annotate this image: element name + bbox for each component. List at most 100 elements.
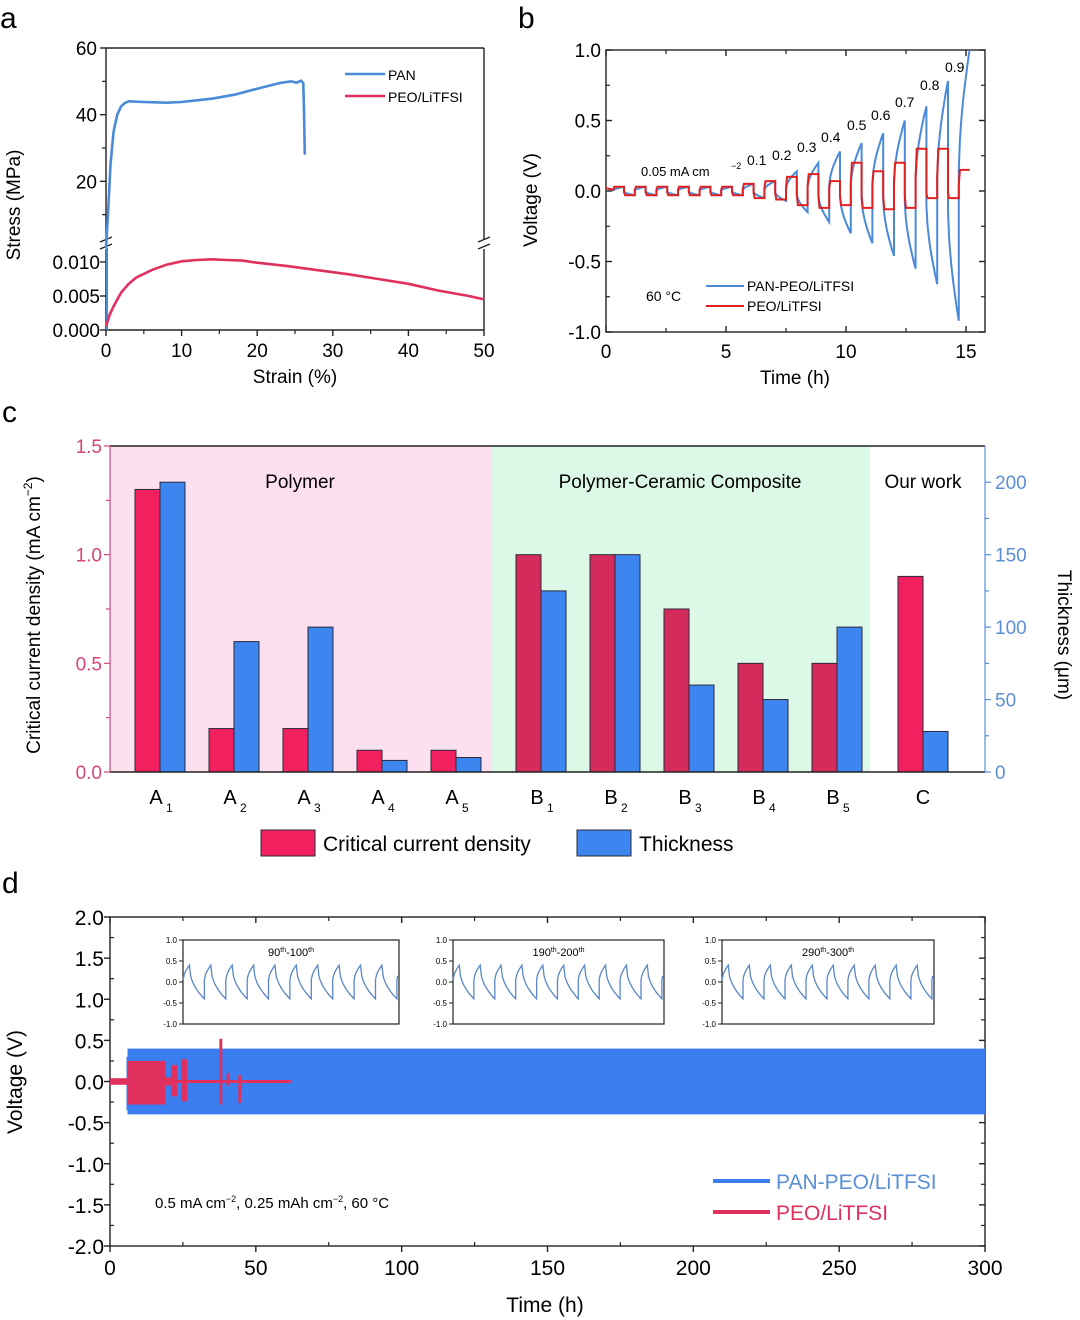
axis-break-mark [477, 236, 491, 243]
region-label-polymer: Polymer [265, 472, 335, 493]
category-subscript: 2 [621, 801, 628, 815]
y-axis-title-sup: −2 [21, 482, 35, 496]
series-event-peo [165, 1077, 172, 1086]
category-subscript: 5 [462, 801, 469, 815]
annotation-conditions: 0.5 mA cm−2, 0.25 mAh cm−2, 60 °C [155, 1194, 389, 1212]
legend-swatch-critical-current-density [260, 829, 316, 857]
x-tick-label: 40 [398, 341, 419, 362]
x-tick-label: 0 [601, 342, 612, 363]
bar-thickness [233, 641, 260, 773]
category-subscript: 4 [769, 801, 776, 815]
bar-critical-current-density [589, 554, 616, 773]
region-label-composite: Polymer-Ceramic Composite [559, 472, 802, 493]
inset-title-sup: th [820, 947, 826, 954]
inset-y-tick-label: 1.0 [705, 936, 717, 945]
bar-thickness [455, 757, 482, 773]
y2-tick-label: 150 [995, 546, 1027, 567]
bar-thickness [922, 730, 949, 773]
y-axis-title: Voltage (V) [4, 1030, 27, 1134]
inset-y-tick-label: -0.5 [702, 999, 716, 1008]
x-axis-title: Strain (%) [253, 367, 337, 388]
y-tick-label: 0.5 [575, 112, 601, 133]
category-label: B [530, 787, 543, 809]
category-label: B [826, 787, 839, 809]
series-event-peo [219, 1038, 223, 1105]
y-tick-label: 0.010 [52, 253, 100, 274]
x-tick-label: 50 [244, 1257, 267, 1280]
legend-swatch-thickness [576, 829, 632, 857]
inset-y-tick-label: -1.0 [163, 1020, 177, 1029]
x-tick-label: 250 [822, 1257, 857, 1280]
y-tick-label: 0.5 [75, 1030, 104, 1053]
annotation-temperature: 60 °C [646, 288, 681, 304]
y-tick-label: 0.5 [76, 654, 102, 675]
step-label: 0.5 [847, 117, 867, 133]
y-tick-label: 0.0 [75, 1072, 104, 1095]
bar-thickness [688, 684, 715, 773]
x-tick-label: 10 [171, 341, 192, 362]
legend-label-critical-current-density: Critical current density [323, 833, 531, 856]
series-event-peo [238, 1074, 242, 1103]
chart-a: 0 10 20 30 40 50 20 40 60 0.000 0.005 0.010 Strain (… [4, 39, 495, 388]
legend-label-pan-peo: PAN-PEO/LiTFSI [776, 1171, 937, 1194]
category-label: A [297, 787, 311, 809]
inset-y-tick-label: -1.0 [433, 1020, 447, 1029]
inset-waveform [721, 963, 934, 1001]
legend-label-pan-peo: PAN-PEO/LiTFSI [747, 278, 854, 294]
category-subscript: 3 [695, 801, 702, 815]
inset-title-mid: -100 [286, 947, 308, 959]
inset-y-tick-label: 0.0 [436, 978, 448, 987]
y-tick-label: 0.0 [575, 182, 601, 203]
y-tick-label: -1.0 [68, 1154, 104, 1177]
inset-y-tick-label: 0.5 [166, 957, 178, 966]
legend-label-peo: PEO/LiTFSI [388, 89, 463, 105]
bar-critical-current-density [134, 488, 161, 773]
bar-critical-current-density [663, 608, 690, 773]
step-label: 0.2 [772, 147, 792, 163]
chart-d: 0 50 100 150 200 250 300 -2.0 -1.5 -1.0 -0.5 0.0 0.5… [4, 907, 1003, 1317]
step-label: 0.4 [821, 129, 841, 145]
y-tick-label: 40 [76, 106, 97, 127]
annotation-text: 0.5 mA cm [155, 1195, 226, 1212]
inset-title-sup: th [551, 947, 557, 954]
y-axis-title-main: Critical current density (mA cm [24, 496, 45, 754]
series-event-peo [171, 1065, 178, 1097]
series-line-peo [605, 147, 970, 211]
x-tick-label: 100 [384, 1257, 419, 1280]
series-event-peo [110, 1078, 128, 1085]
y-tick-label: 60 [76, 39, 97, 60]
inset-y-tick-label: -1.0 [702, 1020, 716, 1029]
x-tick-label: 0 [104, 1257, 116, 1280]
annotation-sup: −2 [731, 161, 741, 171]
bar-thickness [159, 481, 186, 773]
legend-label-thickness: Thickness [639, 833, 734, 856]
category-subscript: 1 [547, 801, 554, 815]
category-label: C [916, 787, 930, 809]
y2-tick-label: 200 [995, 473, 1027, 494]
y-tick-label: 1.5 [75, 948, 104, 971]
x-tick-label: 200 [676, 1257, 711, 1280]
legend-label-peo: PEO/LiTFSI [776, 1202, 888, 1225]
step-label: 0.7 [895, 94, 915, 110]
bar-critical-current-density [208, 728, 235, 773]
bar-critical-current-density [897, 575, 924, 773]
y-tick-label: -1.5 [68, 1195, 104, 1218]
region-label-our-work: Our work [884, 472, 962, 493]
category-subscript: 4 [388, 801, 395, 815]
step-label: 0.8 [920, 77, 940, 93]
bar-critical-current-density [811, 662, 838, 773]
x-tick-label: 0 [101, 341, 112, 362]
y-axis-title: Stress (MPa) [4, 150, 25, 261]
legend-label-peo: PEO/LiTFSI [747, 298, 822, 314]
bar-critical-current-density [515, 554, 542, 773]
y-tick-label: 0.005 [52, 287, 100, 308]
category-subscript: 1 [166, 801, 173, 815]
category-label: B [752, 787, 765, 809]
inset-title-mid: -200 [557, 947, 579, 959]
inset-y-tick-label: -0.5 [433, 999, 447, 1008]
inset-frame [721, 939, 935, 1025]
category-label: B [678, 787, 691, 809]
category-subscript: 3 [314, 801, 321, 815]
y-axis-title-tail: ) [24, 476, 45, 482]
